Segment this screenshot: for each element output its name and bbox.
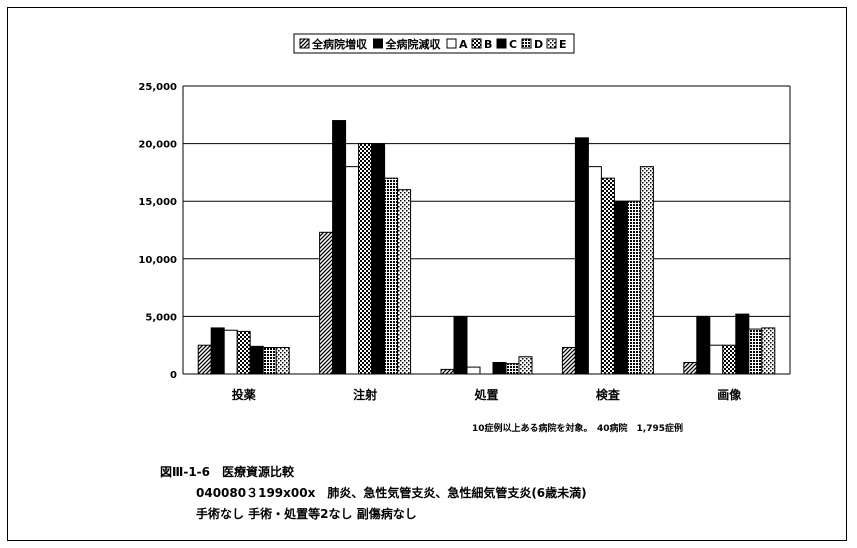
legend-swatch [299,38,310,49]
legend-label: E [559,38,567,51]
bar [561,347,576,375]
chart-legend: 全病院増収 全病院減収 A B C D E [293,33,575,54]
axes [182,86,791,375]
legend-swatch [546,38,557,49]
bar [709,344,724,375]
y-tick-label: 15,000 [138,197,177,208]
y-tick-label: 0 [170,370,177,381]
legend-box [293,33,575,54]
bar [371,143,386,375]
legend-swatch [446,38,457,49]
legend-label: 全病院減収 [385,37,442,51]
y-tick-label: 20,000 [138,140,177,151]
bar [345,166,360,375]
bar [319,231,334,375]
bar [384,177,399,375]
x-tick-label: 投薬 [232,387,256,402]
bar [249,345,264,375]
bar [466,366,481,375]
bar [397,189,412,375]
legend-swatch [373,38,383,49]
bar [453,315,468,375]
figure-caption-title: 図Ⅲ-1-6 医療資源比較 [160,465,295,479]
bar [683,361,698,375]
bar [236,330,251,375]
bar [761,327,776,375]
bar [492,361,507,375]
x-tick-label: 処置 [473,387,498,402]
legend-swatch [521,38,532,49]
bar [223,329,238,375]
x-tick-label: 画像 [717,387,742,402]
legend-label: C [509,38,517,51]
legend-label: D [534,38,543,51]
y-tick-label: 25,000 [138,82,177,93]
bar [639,166,654,375]
y-tick-label: 10,000 [138,255,177,266]
bar [440,368,455,375]
y-tick-labels: 0 5,000 10,000 15,000 20,000 25,000 [138,82,177,381]
x-tick-label: 検査 [596,387,621,402]
legend-label: 全病院増収 [311,37,368,51]
figure-frame [7,7,847,541]
y-tick-label: 5,000 [145,312,177,323]
figure-caption-dpc: 040080３199x00x 肺炎、急性気管支炎、急性細気管支炎(6歳未満) [196,486,587,500]
chart-note: 10症例以上ある病院を対象。 40病院 1,795症例 [472,424,684,434]
bar [275,347,290,375]
x-tick-label: 注射 [353,387,377,402]
legend-label: B [484,38,492,51]
legend-swatch [471,38,482,49]
bar [722,344,737,375]
x-tick-labels: 投薬 注射 処置 検査 画像 [232,387,743,402]
bar [748,328,763,375]
bar [613,200,628,375]
bar [735,313,750,375]
legend-label: A [459,38,468,51]
figure-caption-conditions: 手術なし 手術・処置等2なし 副傷病なし [196,507,417,521]
bar [210,327,225,375]
bar [197,344,212,375]
bar [262,347,277,375]
bar [574,137,589,375]
bar [696,315,711,375]
legend-swatch [496,38,507,49]
bar [505,363,520,375]
bar [518,356,533,375]
bar [587,166,602,375]
bar [358,143,373,375]
bar [332,120,347,375]
bar [600,177,615,375]
bars [197,120,776,375]
bar [626,200,641,375]
